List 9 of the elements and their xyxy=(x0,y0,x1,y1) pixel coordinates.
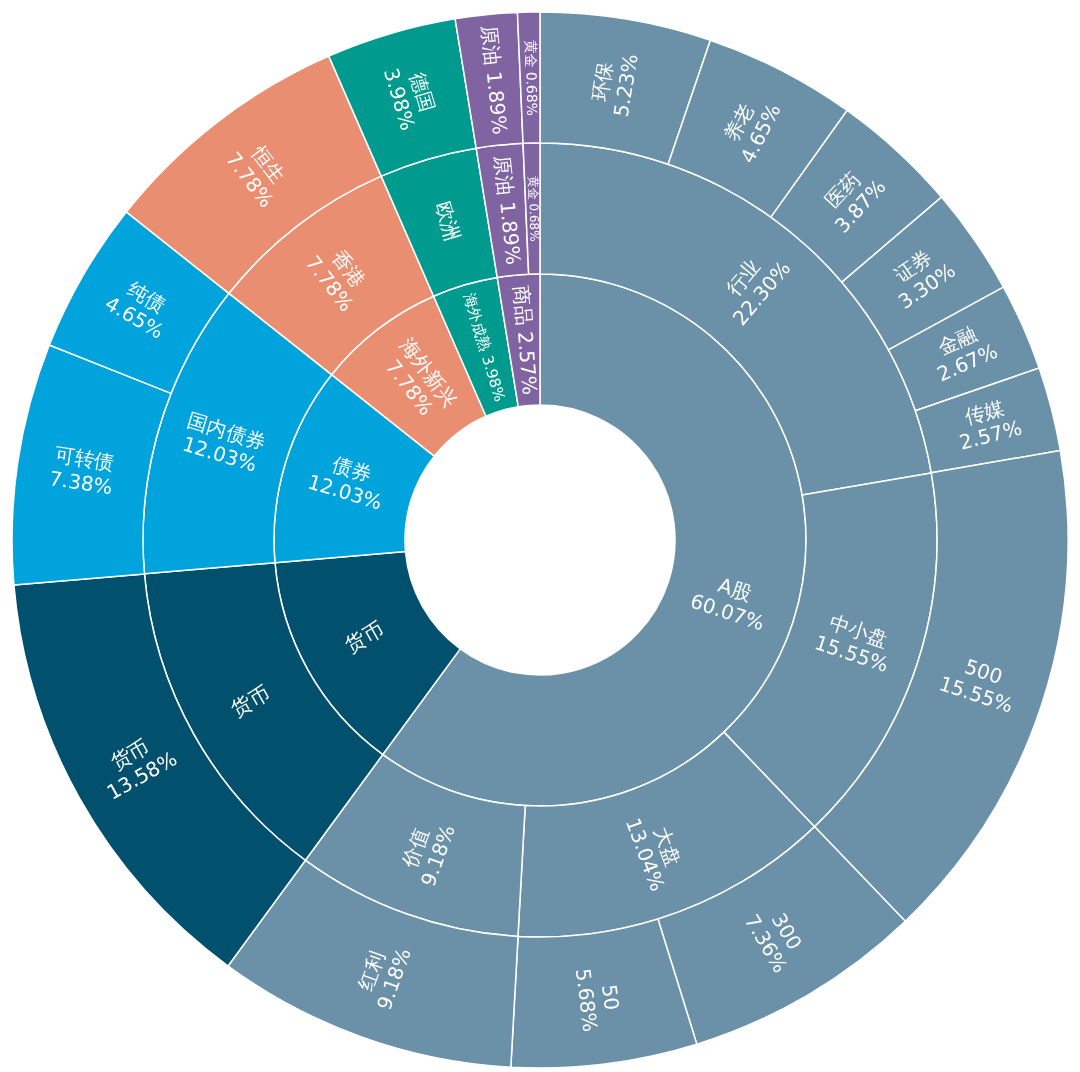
slice-label: 黄金 0.68% xyxy=(522,39,541,116)
slice-label: 原油 1.89% xyxy=(477,23,513,136)
slice-label: 货币 xyxy=(341,616,388,657)
slice-label: 海外成熟 3.98% xyxy=(460,291,509,404)
slice-label: 欧洲 xyxy=(430,198,466,245)
slice-label: 原油 1.89% xyxy=(490,154,526,266)
slice-label: 商品 2.57% xyxy=(509,284,543,396)
slice-label: 货币 xyxy=(226,680,274,722)
slice-label: 黄金 0.68% xyxy=(526,175,542,242)
